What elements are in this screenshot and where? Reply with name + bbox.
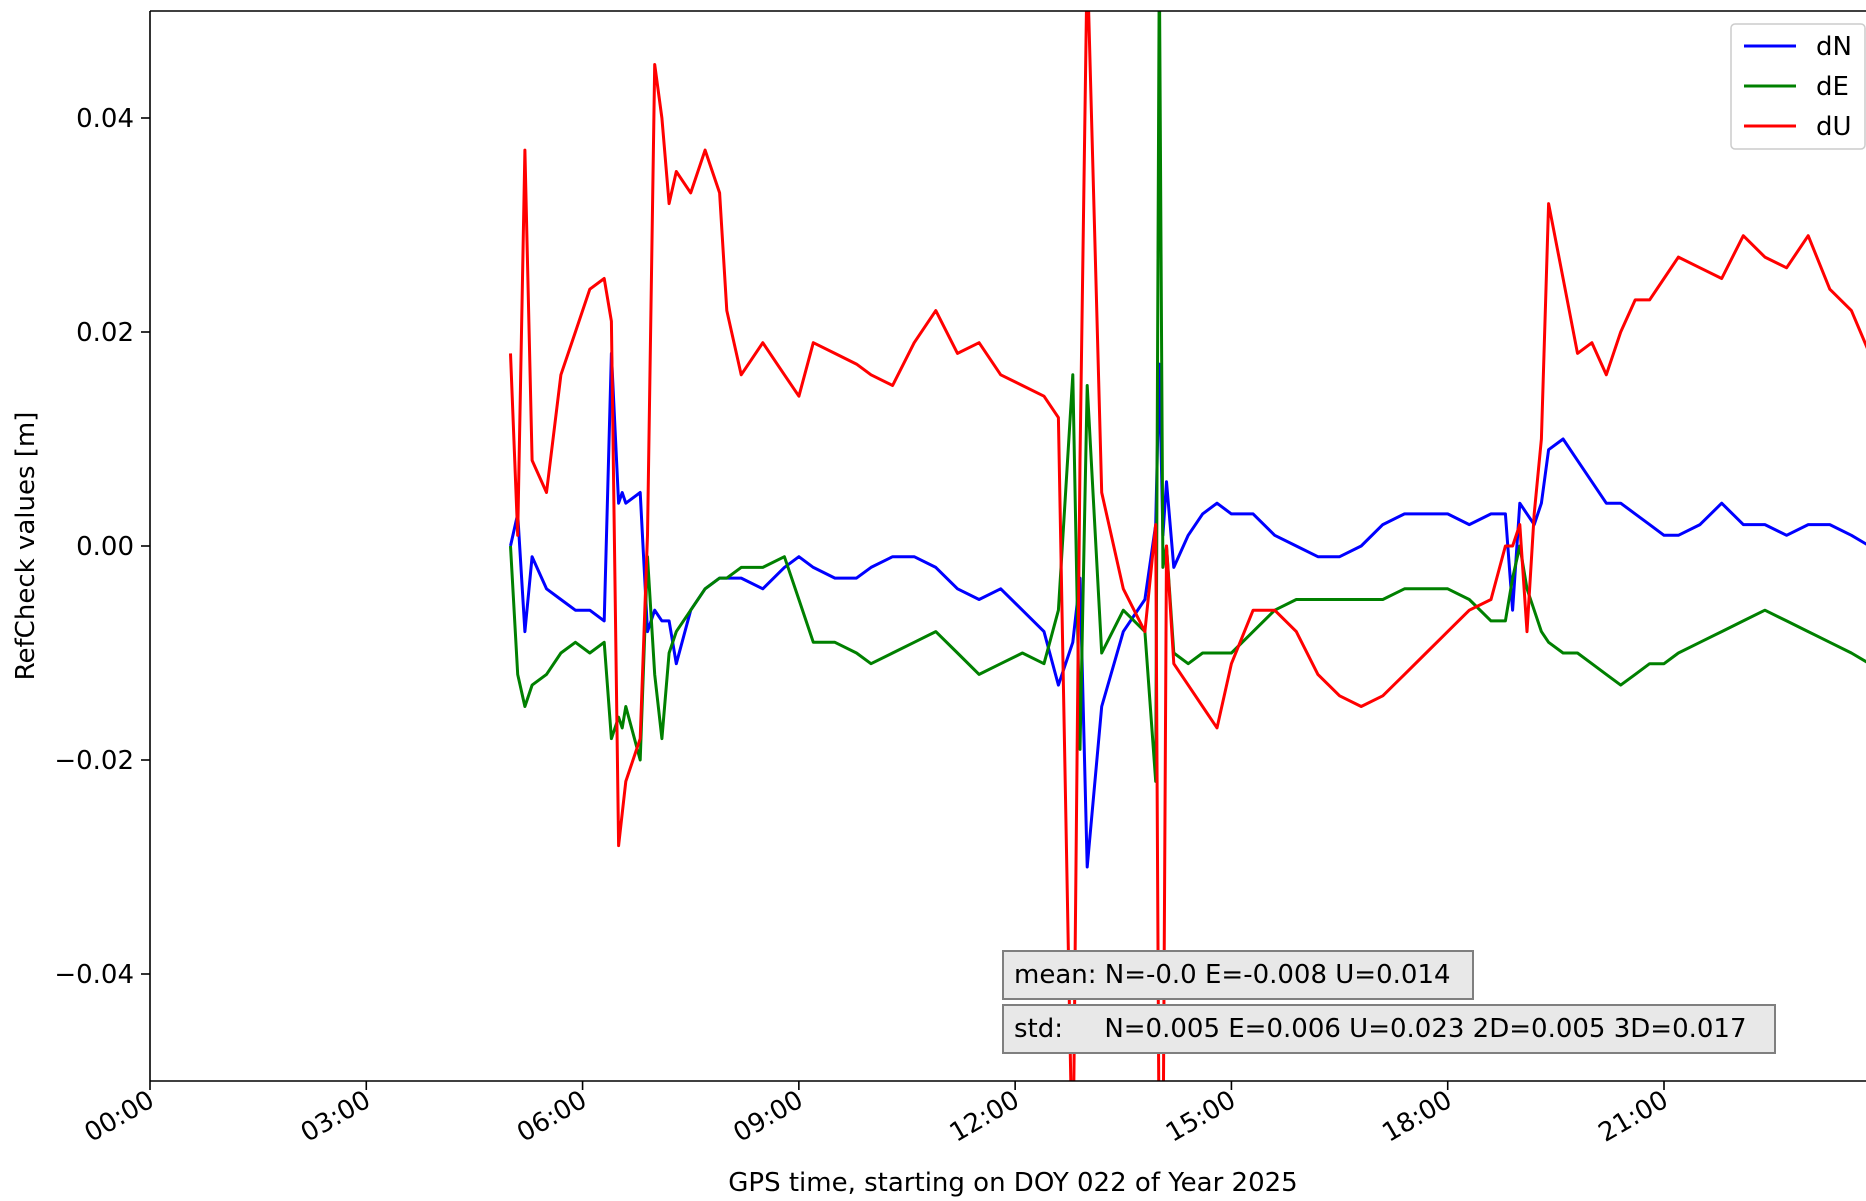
- std-stat-text: std: N=0.005 E=0.006 U=0.023 2D=0.005 3D…: [1014, 1014, 1747, 1044]
- y-tick-label: 0.04: [76, 104, 134, 134]
- y-axis-title: RefCheck values [m]: [11, 412, 41, 681]
- y-tick-label: −0.04: [54, 960, 134, 990]
- y-tick-label: −0.02: [54, 746, 134, 776]
- x-tick-label: 21:00: [1594, 1085, 1674, 1148]
- x-tick-label: 15:00: [1161, 1085, 1241, 1148]
- x-tick-label: 09:00: [728, 1085, 808, 1148]
- x-tick-label: 18:00: [1377, 1085, 1457, 1148]
- y-tick-label: 0.00: [76, 532, 134, 562]
- x-tick-label: 00:00: [80, 1085, 160, 1148]
- mean-stat-box: mean: N=-0.0 E=-0.008 U=0.014: [1002, 950, 1474, 1000]
- x-tick-label: 12:00: [945, 1085, 1025, 1148]
- std-stat-box: std: N=0.005 E=0.006 U=0.023 2D=0.005 3D…: [1002, 1004, 1776, 1054]
- y-tick-label: 0.02: [76, 318, 134, 348]
- legend-label-dE: dE: [1816, 72, 1849, 102]
- x-tick-label: 06:00: [512, 1085, 592, 1148]
- mean-stat-text: mean: N=-0.0 E=-0.008 U=0.014: [1014, 960, 1451, 990]
- y-axis: −0.04 −0.02 0.00 0.02 0.04: [54, 104, 150, 990]
- legend-label-dU: dU: [1816, 112, 1852, 142]
- series-line-dU: [509, 11, 1866, 1081]
- series-line-dE: [509, 11, 1866, 783]
- legend: dN dE dU: [1730, 23, 1866, 150]
- x-axis: 00:00 03:00 06:00 09:00 12:00 15:00 18:00 21:00: [80, 1081, 1674, 1149]
- x-axis-title: GPS time, starting on DOY 022 of Year 20…: [728, 1168, 1297, 1198]
- series-layer: [509, 11, 1866, 1081]
- x-tick-label: 03:00: [296, 1085, 376, 1148]
- legend-label-dN: dN: [1816, 32, 1852, 62]
- series-line-dN: [509, 351, 1866, 869]
